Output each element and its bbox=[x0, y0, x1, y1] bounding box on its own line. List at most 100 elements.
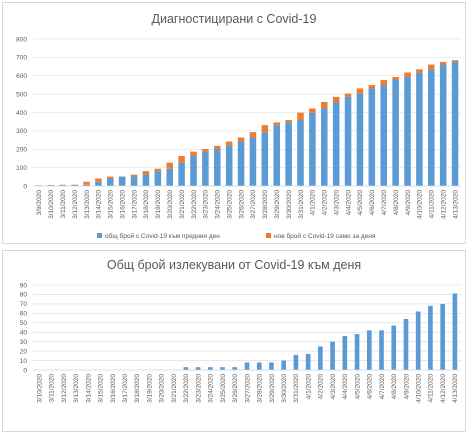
chart-recovered-svg: Общ брой излекувани от Covid-19 към деня… bbox=[20, 258, 461, 403]
x-tick-label: 4/5/2020 bbox=[354, 374, 361, 400]
legend-label-new: нов брой с Covid-19 само за деня bbox=[274, 232, 376, 240]
x-tick-label: 4/6/2020 bbox=[367, 374, 374, 400]
x-tick-label: 3/27/2020 bbox=[244, 374, 251, 403]
bar-segment bbox=[332, 102, 340, 186]
x-tick-label: 3/24/2020 bbox=[208, 374, 215, 403]
y-tick-label: 90 bbox=[20, 282, 28, 289]
x-tick-label: 3/10/2020 bbox=[48, 190, 55, 219]
x-tick-label: 3/22/2020 bbox=[191, 190, 198, 219]
bar-segment-new bbox=[130, 174, 138, 177]
bar-segment-new bbox=[321, 102, 328, 109]
bar-segment-new bbox=[214, 145, 221, 150]
x-tick-label: 3/12/2020 bbox=[72, 190, 79, 219]
bar-segment-new bbox=[107, 176, 114, 179]
x-tick-label: 3/21/2020 bbox=[171, 374, 178, 403]
x-tick-label: 4/13/2020 bbox=[452, 190, 459, 219]
bar-segment-new bbox=[309, 108, 316, 113]
x-tick-label: 3/18/2020 bbox=[134, 374, 141, 403]
bars bbox=[183, 293, 458, 370]
bar-segment bbox=[285, 122, 292, 186]
bar-segment-new bbox=[154, 168, 162, 172]
y-tick-label: 0 bbox=[23, 183, 27, 190]
y-tick-label: 10 bbox=[20, 358, 28, 365]
bar-segment bbox=[71, 184, 78, 186]
x-tick-label: 3/9/2020 bbox=[36, 190, 43, 216]
bar-segment-new bbox=[142, 171, 150, 175]
bar-segment bbox=[428, 69, 435, 186]
bar-segment bbox=[202, 151, 209, 186]
x-tick-label: 3/29/2020 bbox=[274, 190, 281, 219]
bars bbox=[35, 60, 459, 186]
bar-segment bbox=[318, 346, 323, 370]
bar-segment bbox=[321, 108, 328, 186]
bar-segment bbox=[244, 362, 250, 370]
x-tick-label: 3/23/2020 bbox=[203, 190, 210, 219]
y-tick-label: 50 bbox=[20, 320, 28, 327]
y-tick-label: 40 bbox=[20, 330, 28, 337]
x-tick-label: 4/4/2020 bbox=[345, 190, 352, 216]
x-tick-label: 3/31/2020 bbox=[298, 190, 305, 219]
bar-segment bbox=[166, 168, 173, 186]
x-tick-label: 3/16/2020 bbox=[110, 374, 117, 403]
x-tick-label: 4/4/2020 bbox=[342, 374, 349, 400]
gridlines bbox=[33, 284, 461, 371]
bar-segment bbox=[451, 61, 459, 186]
x-tick-label: 3/11/2020 bbox=[60, 190, 67, 219]
x-tick-label: 3/13/2020 bbox=[84, 190, 91, 219]
x-tick-label: 3/23/2020 bbox=[195, 374, 202, 403]
x-tick-label: 4/10/2020 bbox=[417, 190, 424, 219]
bar-segment bbox=[356, 93, 364, 186]
bar-segment bbox=[190, 156, 197, 186]
bar-segment bbox=[416, 72, 423, 186]
chart-title: Общ брой излекувани от Covid-19 към деня bbox=[107, 258, 361, 272]
x-tick-label: 3/17/2020 bbox=[122, 374, 129, 403]
bar-segment bbox=[214, 149, 221, 186]
bar-segment-new bbox=[202, 149, 209, 152]
y-tick-label: 400 bbox=[16, 110, 27, 117]
y-tick-label: 30 bbox=[20, 339, 28, 346]
bar-segment bbox=[118, 176, 126, 186]
bar-segment bbox=[237, 141, 245, 186]
bar-segment bbox=[354, 334, 360, 370]
y-tick-label: 0 bbox=[23, 367, 27, 374]
bar-segment bbox=[428, 305, 433, 370]
bar-segment-new bbox=[392, 77, 399, 80]
legend: общ брой с Covid-19 към предния ден нов … bbox=[97, 232, 376, 240]
x-tick-label: 3/25/2020 bbox=[220, 374, 227, 403]
x-tick-label: 3/30/2020 bbox=[281, 374, 288, 403]
y-tick-label: 600 bbox=[16, 73, 27, 80]
y-tick-label: 800 bbox=[16, 36, 27, 43]
x-tick-label: 4/2/2020 bbox=[322, 190, 329, 216]
bar-segment bbox=[59, 184, 66, 186]
y-tick-label: 60 bbox=[20, 311, 28, 318]
x-tick-label: 3/17/2020 bbox=[131, 190, 138, 219]
legend-swatch-total bbox=[97, 233, 102, 238]
x-tick-label: 4/11/2020 bbox=[428, 374, 435, 403]
x-tick-label: 4/8/2020 bbox=[393, 190, 400, 216]
x-tick-label: 4/7/2020 bbox=[381, 190, 388, 216]
gridlines bbox=[33, 38, 461, 187]
x-tick-label: 4/11/2020 bbox=[429, 190, 436, 219]
x-tick-label: 3/28/2020 bbox=[257, 374, 264, 403]
x-tick-label: 4/12/2020 bbox=[440, 374, 447, 403]
x-tick-label: 4/9/2020 bbox=[405, 190, 412, 216]
x-tick-label: 3/14/2020 bbox=[85, 374, 92, 403]
bar-segment bbox=[342, 336, 348, 370]
bar-segment-new bbox=[332, 96, 340, 103]
x-tick-label: 4/7/2020 bbox=[379, 374, 386, 400]
bar-segment bbox=[261, 132, 269, 186]
bar-segment-new bbox=[297, 112, 304, 121]
bar-segment bbox=[452, 293, 458, 370]
x-tick-label: 3/12/2020 bbox=[61, 374, 68, 403]
x-tick-label: 3/20/2020 bbox=[167, 190, 174, 219]
x-tick-label: 4/12/2020 bbox=[440, 190, 447, 219]
bar-segment bbox=[195, 367, 201, 370]
x-tick-label: 3/19/2020 bbox=[146, 374, 153, 403]
bar-segment bbox=[95, 181, 102, 186]
x-tick-label: 4/8/2020 bbox=[391, 374, 398, 400]
y-axis: 0 10 20 30 40 50 60 70 80 90 bbox=[20, 282, 28, 374]
y-tick-label: 700 bbox=[16, 55, 27, 62]
x-tick-label: 4/13/2020 bbox=[452, 374, 459, 403]
x-axis: 3/10/2020 3/11/2020 3/12/2020 3/13/2020 3/14… bbox=[36, 374, 459, 403]
x-tick-label: 3/29/2020 bbox=[269, 374, 276, 403]
